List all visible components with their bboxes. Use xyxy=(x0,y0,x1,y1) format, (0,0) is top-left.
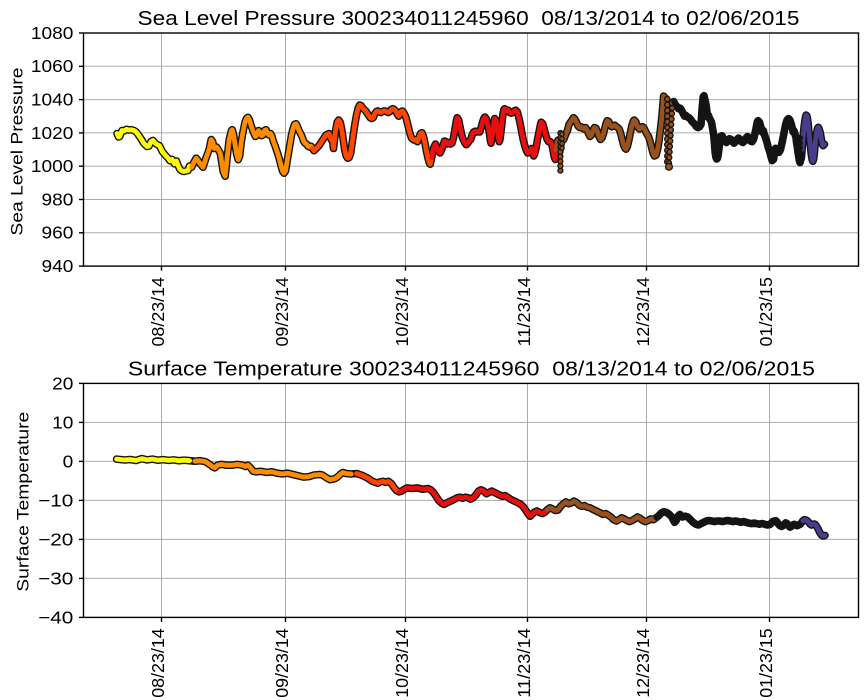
svg-text:−30: −30 xyxy=(38,568,73,588)
svg-text:12/23/14: 12/23/14 xyxy=(633,277,653,347)
svg-text:1020: 1020 xyxy=(31,123,73,143)
svg-text:1040: 1040 xyxy=(31,90,73,110)
svg-text:−10: −10 xyxy=(38,490,73,510)
svg-text:09/23/14: 09/23/14 xyxy=(272,628,292,698)
svg-text:01/23/15: 01/23/15 xyxy=(756,277,776,347)
svg-text:980: 980 xyxy=(42,189,74,209)
svg-text:10/23/14: 10/23/14 xyxy=(392,277,412,347)
svg-text:08/23/14: 08/23/14 xyxy=(148,277,168,347)
svg-text:940: 940 xyxy=(42,256,74,276)
svg-text:1000: 1000 xyxy=(31,156,73,176)
svg-text:11/23/14: 11/23/14 xyxy=(514,277,534,347)
svg-text:Sea Level Pressure 30023401124: Sea Level Pressure 300234011245960 08/13… xyxy=(138,8,800,30)
svg-text:20: 20 xyxy=(52,373,73,393)
svg-text:−40: −40 xyxy=(38,607,73,627)
svg-text:10/23/14: 10/23/14 xyxy=(392,628,412,698)
svg-text:1060: 1060 xyxy=(31,56,73,76)
svg-text:10: 10 xyxy=(52,412,73,432)
svg-text:0: 0 xyxy=(63,451,74,471)
svg-text:Sea Level Pressure: Sea Level Pressure xyxy=(8,68,27,236)
svg-text:1080: 1080 xyxy=(31,23,73,43)
svg-text:Surface Temperature: Surface Temperature xyxy=(14,412,33,592)
svg-text:11/23/14: 11/23/14 xyxy=(514,628,534,698)
svg-text:12/23/14: 12/23/14 xyxy=(633,628,653,698)
svg-text:−20: −20 xyxy=(38,529,73,549)
svg-text:08/23/14: 08/23/14 xyxy=(148,628,168,698)
svg-text:Surface Temperature 3002340112: Surface Temperature 300234011245960 08/1… xyxy=(128,358,815,380)
svg-text:09/23/14: 09/23/14 xyxy=(272,277,292,347)
svg-text:960: 960 xyxy=(42,223,74,243)
svg-text:01/23/15: 01/23/15 xyxy=(756,628,776,698)
